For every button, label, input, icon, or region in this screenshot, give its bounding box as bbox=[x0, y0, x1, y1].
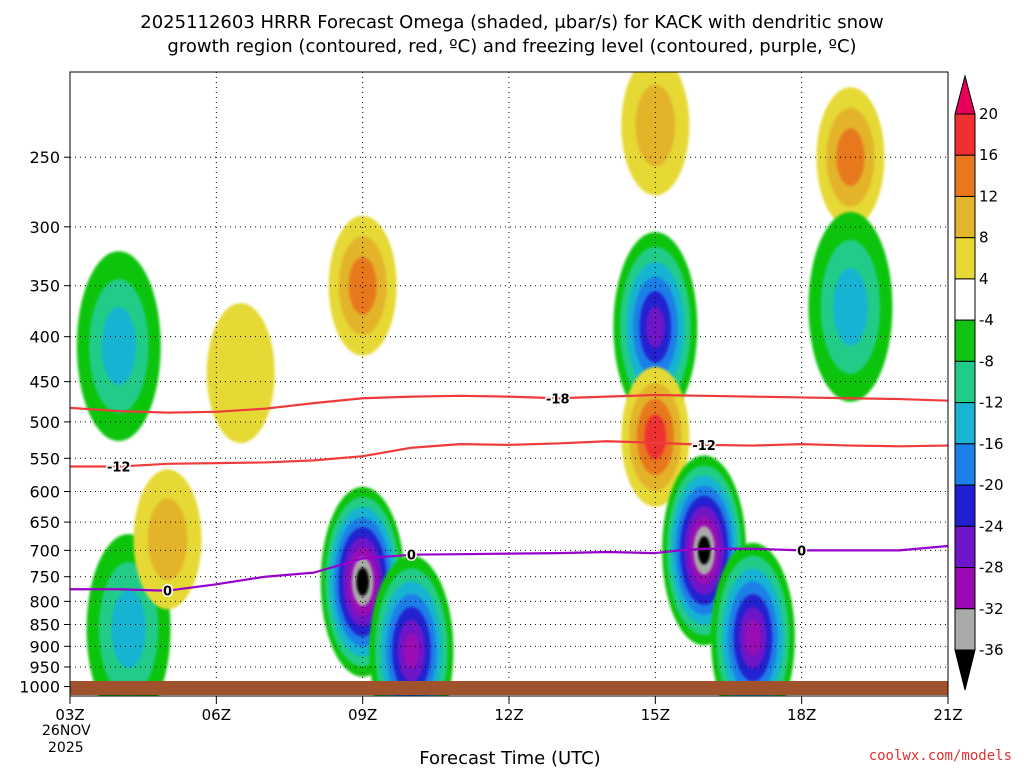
x-tick-label-12Z: 12Z bbox=[494, 706, 523, 724]
contour-minus12-label-0: -12 bbox=[107, 461, 131, 476]
colorbar-bottom-arrow bbox=[954, 649, 976, 691]
y-axis: 250 300 350 400 450 500 550 600 650 700 750 800 850 9… bbox=[19, 148, 70, 697]
contour-minus18 bbox=[70, 393, 948, 414]
omega-feature-4-level-2 bbox=[348, 256, 377, 315]
colorbar-label-12: -32 bbox=[979, 600, 1004, 618]
y-tick-label-950: 950 bbox=[29, 658, 60, 677]
colorbar-label-1: 16 bbox=[979, 146, 998, 164]
y-tick-label-750: 750 bbox=[29, 568, 60, 587]
y-tick-label-350: 350 bbox=[29, 277, 60, 296]
freezing-level-contour-label-1: 0 bbox=[407, 549, 416, 564]
y-tick-label-1000: 1000 bbox=[19, 678, 60, 697]
freezing-level-contour-label-2: 0 bbox=[797, 544, 806, 559]
colorbar-label-2: 12 bbox=[979, 187, 998, 205]
colorbar-label-11: -28 bbox=[979, 559, 1004, 577]
contour-minus12-label-1: -12 bbox=[692, 439, 716, 454]
chart-title-line2: growth region (contoured, red, ºC) and f… bbox=[167, 36, 856, 57]
colorbar-box-6 bbox=[954, 360, 976, 404]
y-tick-label-800: 800 bbox=[29, 592, 60, 611]
colorbar-label-9: -20 bbox=[979, 476, 1004, 494]
omega-feature-1-level-2 bbox=[111, 589, 146, 669]
colorbar-label-5: -4 bbox=[979, 311, 994, 329]
colorbar-box-1 bbox=[954, 154, 976, 197]
y-tick-label-400: 400 bbox=[29, 328, 60, 347]
omega-feature-12-level-1 bbox=[147, 498, 188, 581]
y-tick-label-450: 450 bbox=[29, 373, 60, 392]
omega-feature-6-level-3 bbox=[644, 414, 667, 460]
colorbar-box-4 bbox=[954, 278, 976, 321]
colorbar-box-5 bbox=[954, 319, 976, 362]
colorbar-label-6: -8 bbox=[979, 352, 994, 370]
colorbar-label-4: 4 bbox=[979, 270, 989, 288]
omega-feature-9-level-1 bbox=[635, 84, 676, 167]
y-tick-label-300: 300 bbox=[29, 218, 60, 237]
colorbar: 20 16 12 8 4 -4 -8 -12 -16 -20 -24 -28 -32 -36 bbox=[954, 74, 1004, 691]
x-tick-label-18Z: 18Z bbox=[787, 706, 816, 724]
colorbar-label-0: 20 bbox=[979, 105, 998, 123]
colorbar-label-3: 8 bbox=[979, 229, 989, 247]
chart-title-line1: 2025112603 HRRR Forecast Omega (shaded, … bbox=[140, 12, 883, 33]
colorbar-label-10: -24 bbox=[979, 517, 1004, 535]
omega-feature-11-level-2 bbox=[833, 267, 868, 347]
contour-minus12 bbox=[70, 440, 948, 468]
x-tick-label-06Z: 06Z bbox=[202, 706, 231, 724]
colorbar-box-7 bbox=[954, 402, 976, 445]
x-tick-label-03Z: 03Z bbox=[55, 706, 84, 724]
colorbar-box-9 bbox=[954, 484, 976, 527]
x-tick-label-09Z: 09Z bbox=[348, 706, 377, 724]
contour-minus18-label-0: -18 bbox=[546, 392, 570, 407]
colorbar-label-8: -16 bbox=[979, 435, 1004, 453]
colorbar-label-13: -36 bbox=[979, 641, 1004, 659]
colorbar-box-12 bbox=[954, 608, 976, 651]
credit-text: coolwx.com/models bbox=[869, 748, 1012, 764]
omega-feature-8-level-6 bbox=[744, 619, 761, 656]
y-tick-label-650: 650 bbox=[29, 513, 60, 532]
x-axis-title: Forecast Time (UTC) bbox=[419, 748, 600, 768]
omega-feature-7-level-8 bbox=[697, 536, 711, 565]
temperature-contours: -18 -12 -12 0 0 0 bbox=[70, 391, 948, 601]
y-tick-label-250: 250 bbox=[29, 148, 60, 167]
colorbar-box-0 bbox=[954, 113, 976, 156]
colorbar-box-3 bbox=[954, 237, 976, 280]
freezing-level-contour bbox=[70, 544, 948, 592]
colorbar-box-11 bbox=[954, 567, 976, 610]
y-tick-label-600: 600 bbox=[29, 483, 60, 502]
omega-feature-3-level-6 bbox=[403, 632, 420, 669]
y-tick-label-700: 700 bbox=[29, 541, 60, 560]
y-tick-label-500: 500 bbox=[29, 413, 60, 432]
x-tick-label-15Z: 15Z bbox=[641, 706, 670, 724]
y-tick-label-550: 550 bbox=[29, 449, 60, 468]
omega-feature-2-level-8 bbox=[356, 567, 369, 596]
y-tick-label-850: 850 bbox=[29, 616, 60, 635]
colorbar-label-7: -12 bbox=[979, 394, 1004, 412]
y-tick-label-900: 900 bbox=[29, 637, 60, 656]
x-axis: 03Z 06Z 09Z 12Z 15Z 18Z 21Z bbox=[55, 696, 963, 724]
x-tick-label-21Z: 21Z bbox=[933, 706, 962, 724]
colorbar-box-2 bbox=[954, 195, 976, 239]
colorbar-box-10 bbox=[954, 525, 976, 569]
colorbar-top-arrow bbox=[954, 74, 976, 115]
freezing-level-contour-label-0: 0 bbox=[163, 585, 172, 600]
colorbar-box-8 bbox=[954, 443, 976, 486]
terrain-strip bbox=[70, 681, 948, 695]
date-label-day: 26NOV bbox=[42, 723, 91, 739]
date-label-year: 2025 bbox=[48, 740, 84, 756]
omega-feature-0-level-2 bbox=[101, 306, 137, 386]
